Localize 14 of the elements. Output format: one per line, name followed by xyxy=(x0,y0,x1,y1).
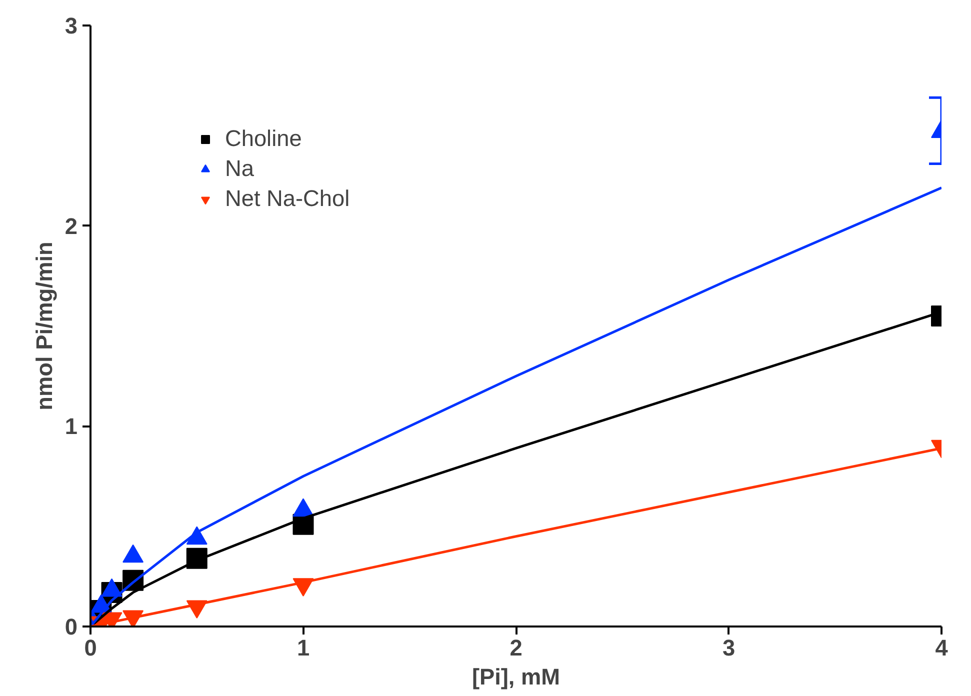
y-tick-label: 2 xyxy=(64,212,78,239)
x-tick-label: 1 xyxy=(296,634,310,660)
legend-label: Choline xyxy=(225,125,302,152)
y-axis-title: nmol Pi/mg/min xyxy=(30,242,57,410)
x-tick-label: 3 xyxy=(722,634,736,660)
x-axis-title: [Pi], mM xyxy=(472,664,560,690)
x-tick-label: 4 xyxy=(935,634,948,660)
y-tick-label: 0 xyxy=(64,614,78,640)
y-tick-label: 3 xyxy=(64,12,78,38)
legend-label: Na xyxy=(225,155,254,182)
legend-label: Net Na-Chol xyxy=(225,185,350,212)
x-tick-label: 0 xyxy=(84,634,97,660)
y-tick-label: 1 xyxy=(64,413,78,440)
x-tick-label: 2 xyxy=(510,634,522,660)
